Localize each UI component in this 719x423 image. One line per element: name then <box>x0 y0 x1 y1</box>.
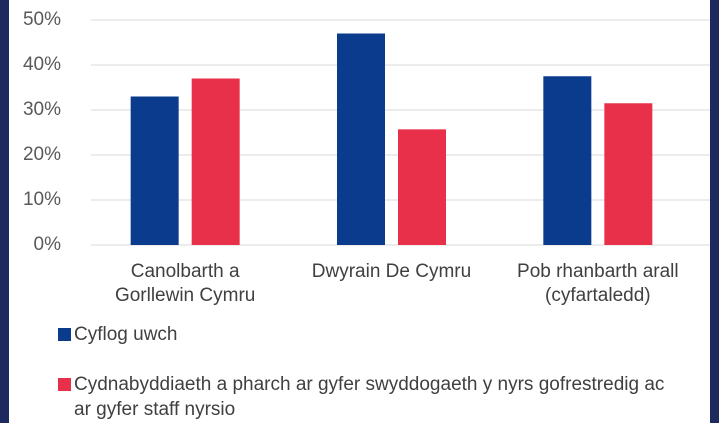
chart: 0% 10% 20% 30% 40% 50% <box>23 9 710 255</box>
y-tick-label: 10% <box>23 189 61 210</box>
bar <box>337 33 385 245</box>
chart-area: 0% 10% 20% 30% 40% 50% Canolbarth a Gorllewin… <box>9 0 710 423</box>
y-tick-label: 20% <box>23 144 61 165</box>
y-tick-label: 30% <box>23 99 61 120</box>
y-tick-label: 0% <box>34 234 62 255</box>
x-tick-label: Pob rhanbarth arall (cyfartaledd) <box>517 261 679 306</box>
x-tick-label: Dwyrain De Cymru <box>311 261 472 282</box>
legend-label: Cydnabyddiaeth a pharch ar gyfer swyddog… <box>74 374 665 420</box>
y-tick-label: 50% <box>23 9 61 30</box>
bar <box>130 96 179 245</box>
x-tick-label: Canolbarth a Gorllewin Cymru <box>114 261 256 306</box>
legend-swatch <box>58 378 71 391</box>
bar <box>543 76 592 245</box>
bar <box>604 103 653 245</box>
legend-label: Cyflog uwch <box>74 324 178 345</box>
bar <box>191 78 240 245</box>
legend-swatch <box>58 328 71 341</box>
bar <box>398 129 446 245</box>
y-tick-label: 40% <box>23 54 61 75</box>
